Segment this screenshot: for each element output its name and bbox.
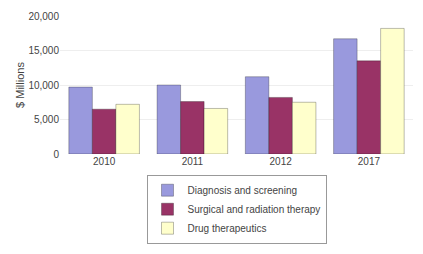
svg-text:2011: 2011 xyxy=(182,156,204,167)
svg-text:5,000: 5,000 xyxy=(34,114,59,125)
svg-text:Drug therapeutics: Drug therapeutics xyxy=(188,223,267,234)
svg-text:2012: 2012 xyxy=(270,156,293,167)
svg-text:Diagnosis and screening: Diagnosis and screening xyxy=(188,185,298,196)
svg-text:15,000: 15,000 xyxy=(28,45,59,56)
svg-text:0: 0 xyxy=(53,149,59,160)
svg-text:2010: 2010 xyxy=(93,156,116,167)
svg-text:Surgical and radiation therapy: Surgical and radiation therapy xyxy=(188,204,321,215)
svg-text:20,000: 20,000 xyxy=(28,11,59,22)
svg-text:$ Millions: $ Millions xyxy=(14,62,26,108)
svg-text:10,000: 10,000 xyxy=(28,80,59,91)
svg-text:2017: 2017 xyxy=(358,156,381,167)
